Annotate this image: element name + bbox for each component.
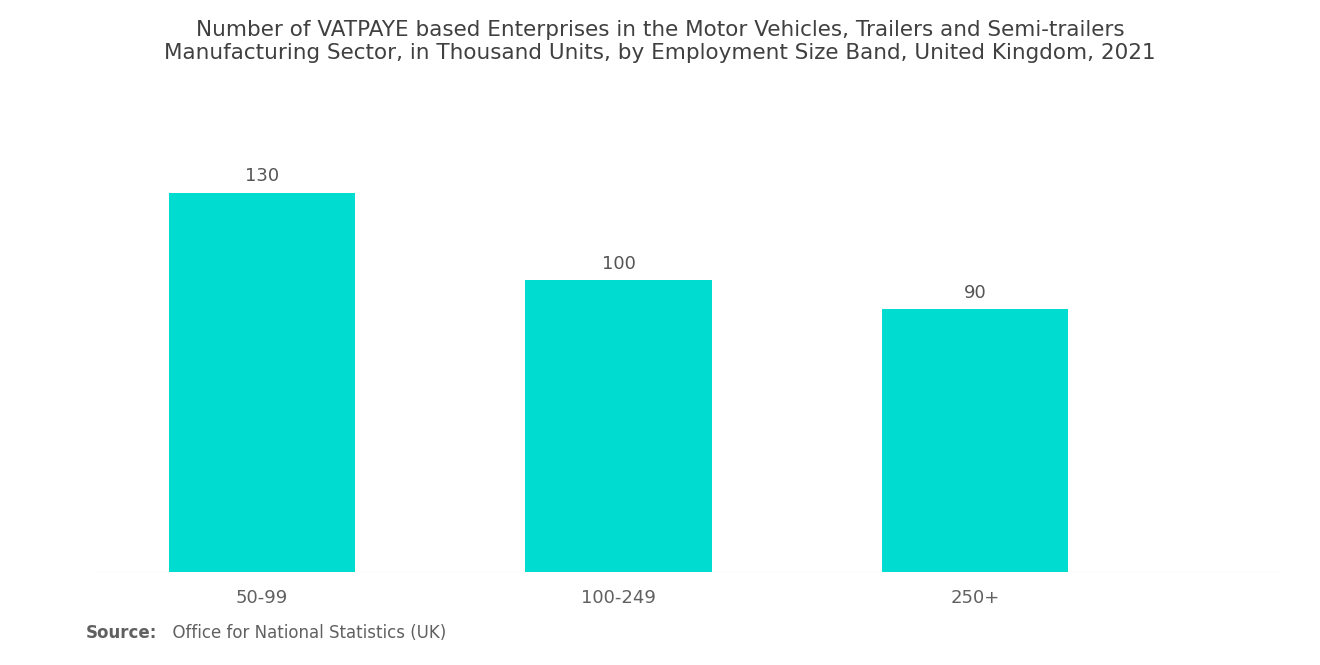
Text: 130: 130 xyxy=(246,168,279,186)
Text: 90: 90 xyxy=(964,284,986,302)
Bar xyxy=(882,309,1068,572)
Text: Source:: Source: xyxy=(86,624,157,642)
Text: 100: 100 xyxy=(602,255,635,273)
Text: Office for National Statistics (UK): Office for National Statistics (UK) xyxy=(162,624,446,642)
Text: Number of VATPAYE based Enterprises in the Motor Vehicles, Trailers and Semi-tra: Number of VATPAYE based Enterprises in t… xyxy=(164,20,1156,63)
Bar xyxy=(169,193,355,572)
Bar xyxy=(525,280,711,572)
